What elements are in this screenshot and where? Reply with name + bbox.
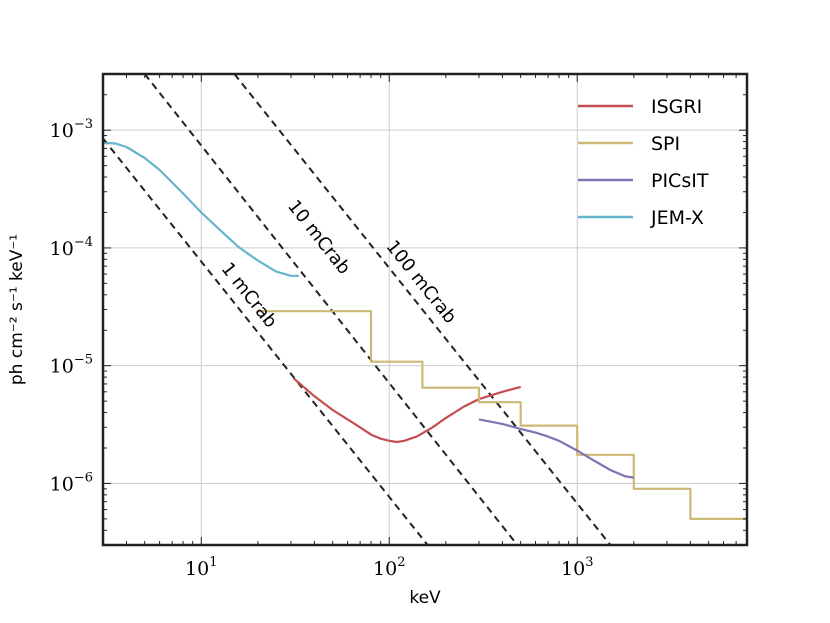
series-line-isgri — [292, 377, 521, 444]
reference-line-10-mcrab — [143, 74, 519, 545]
series-line-jem-x — [103, 141, 299, 277]
reference-label: 100 mCrab — [382, 236, 461, 327]
reference-label: 10 mCrab — [283, 196, 354, 279]
y-tick-label: 10−3 — [50, 117, 93, 142]
x-tick-label: 101 — [185, 555, 217, 580]
series-line-spi — [257, 310, 747, 521]
x-axis-label: keV — [409, 588, 441, 608]
reference-line-100-mcrab — [233, 74, 612, 545]
y-axis-label: ph cm⁻² s⁻¹ keV⁻¹ — [7, 234, 27, 385]
plot-frame — [101, 72, 749, 547]
series-line-picsit — [478, 418, 634, 479]
reference-line-1-mcrab — [103, 137, 429, 545]
y-tick-label: 10−4 — [50, 235, 93, 260]
legend-label-spi: SPI — [651, 133, 680, 155]
y-tick-label: 10−5 — [50, 353, 93, 378]
legend-label-picsit: PICsIT — [651, 170, 709, 192]
y-tick-label: 10−6 — [50, 470, 93, 495]
x-tick-label: 103 — [561, 555, 593, 580]
x-tick-label: 102 — [373, 555, 405, 580]
plot-area — [103, 74, 747, 545]
legend-label-jem-x: JEM-X — [650, 207, 704, 229]
legend-label-isgri: ISGRI — [651, 96, 702, 118]
